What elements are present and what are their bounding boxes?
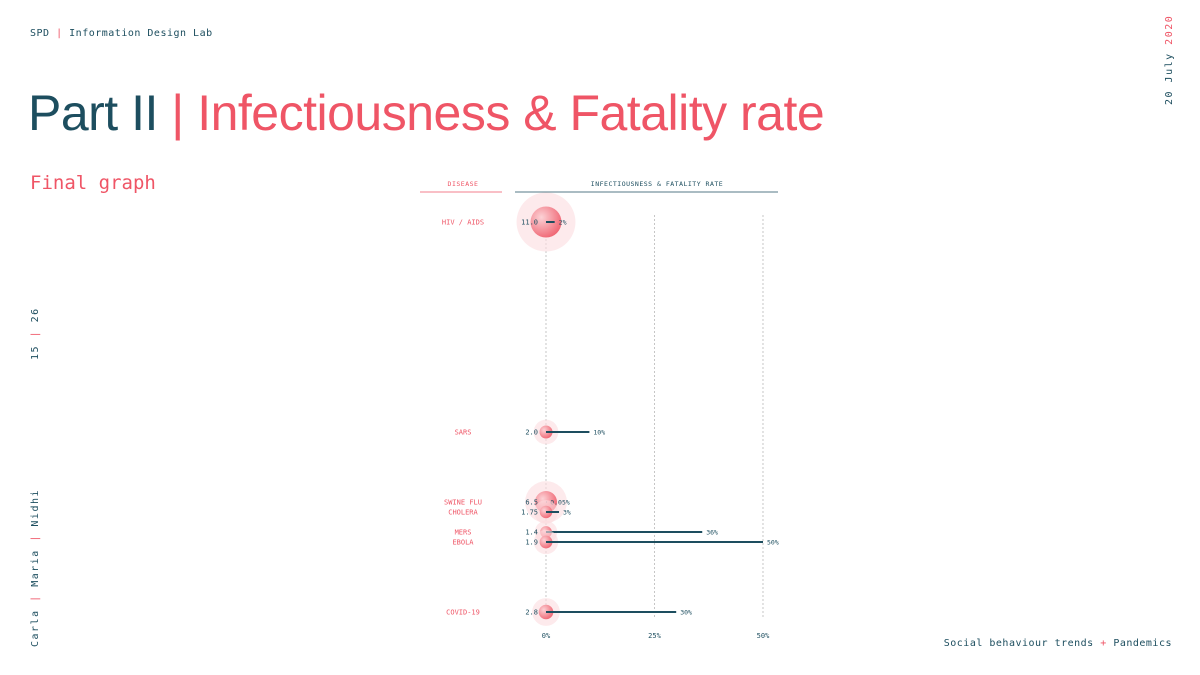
fatality-value-label: 3%	[563, 509, 571, 517]
author-name: Nidhi	[30, 488, 41, 527]
date-day-month: 20 July	[1164, 52, 1175, 105]
chart-grid	[545, 215, 764, 618]
title-part: Part II	[28, 85, 158, 141]
r0-value-label: 1.75	[521, 509, 538, 517]
disease-label: HIV / AIDS	[442, 219, 484, 227]
disease-row: CHOLERA 1.75 3%	[448, 500, 571, 524]
disease-label: COVID-19	[446, 609, 480, 617]
fatality-value-label: 10%	[593, 429, 605, 437]
footer-plus: +	[1100, 638, 1107, 649]
fatality-value-label: 30%	[680, 609, 692, 617]
footer-right: Pandemics	[1113, 638, 1172, 649]
chart-axis: 0% 25% 50%	[542, 632, 770, 640]
page-current: 15	[30, 344, 41, 360]
fatality-value-label: 36%	[706, 529, 718, 537]
page-number: 15 | 26	[30, 307, 41, 360]
title-separator: |	[171, 85, 184, 141]
org-name: SPD	[30, 28, 50, 39]
disease-row: EBOLA 1.9 50%	[452, 529, 779, 555]
page-separator: |	[30, 329, 41, 338]
fatality-value-label: 2%	[559, 219, 567, 227]
r0-value-label: 1.9	[525, 539, 538, 547]
author-separator: |	[30, 534, 41, 542]
disease-row: HIV / AIDS 11.0 2%	[442, 192, 576, 252]
r0-value-label: 11.0	[521, 219, 538, 227]
disease-row: COVID-19 2.8 30%	[446, 598, 692, 626]
disease-column-header: DISEASE	[448, 180, 479, 188]
page-title: Part II | Infectiousness & Fatality rate	[28, 85, 825, 141]
authors: Carla | Maria | Nidhi	[30, 489, 41, 647]
lab-name: Information Design Lab	[69, 28, 213, 39]
author-name: Maria	[30, 549, 41, 587]
r0-value-label: 1.4	[525, 529, 538, 537]
x-tick-label: 0%	[542, 632, 551, 640]
disease-label: EBOLA	[452, 539, 474, 547]
disease-label: MERS	[455, 529, 472, 537]
page-total: 26	[30, 307, 41, 323]
footer-left: Social behaviour trends	[943, 638, 1094, 649]
disease-label: SWINE FLU	[444, 499, 482, 507]
fatality-value-label: 50%	[767, 539, 779, 547]
r0-value-label: 2.8	[525, 609, 538, 617]
disease-row: SARS 2.0 10%	[455, 419, 605, 445]
disease-label: CHOLERA	[448, 509, 478, 517]
r0-value-label: 2.0	[525, 429, 538, 437]
x-tick-label: 25%	[648, 632, 661, 640]
rate-column-header: INFECTIOUSNESS & FATALITY RATE	[591, 180, 723, 188]
fatality-value-label: 0.05%	[550, 499, 570, 507]
chart-headers: DISEASE INFECTIOUSNESS & FATALITY RATE	[420, 180, 778, 193]
disease-label: SARS	[455, 429, 472, 437]
header-brand: SPD | Information Design Lab	[30, 28, 213, 39]
date-label: 20 July 2020	[1164, 15, 1175, 105]
chart-rows: HIV / AIDS 11.0 2% SARS 2.0 10% SWINE FLU 6.5 0.…	[442, 192, 779, 626]
disease-row: MERS 1.4 36%	[455, 520, 718, 544]
author-name: Carla	[30, 609, 41, 647]
r0-value-label: 6.5	[525, 499, 538, 507]
x-tick-label: 50%	[757, 632, 770, 640]
footer-topic: Social behaviour trends + Pandemics	[944, 638, 1172, 649]
date-year: 2020	[1164, 14, 1175, 45]
infectiousness-fatality-chart: DISEASE INFECTIOUSNESS & FATALITY RATE HI…	[420, 180, 779, 640]
page-subtitle: Final graph	[30, 172, 156, 194]
header-separator: |	[56, 28, 63, 39]
title-topic: Infectiousness & Fatality rate	[197, 85, 825, 141]
author-separator: |	[30, 594, 41, 602]
